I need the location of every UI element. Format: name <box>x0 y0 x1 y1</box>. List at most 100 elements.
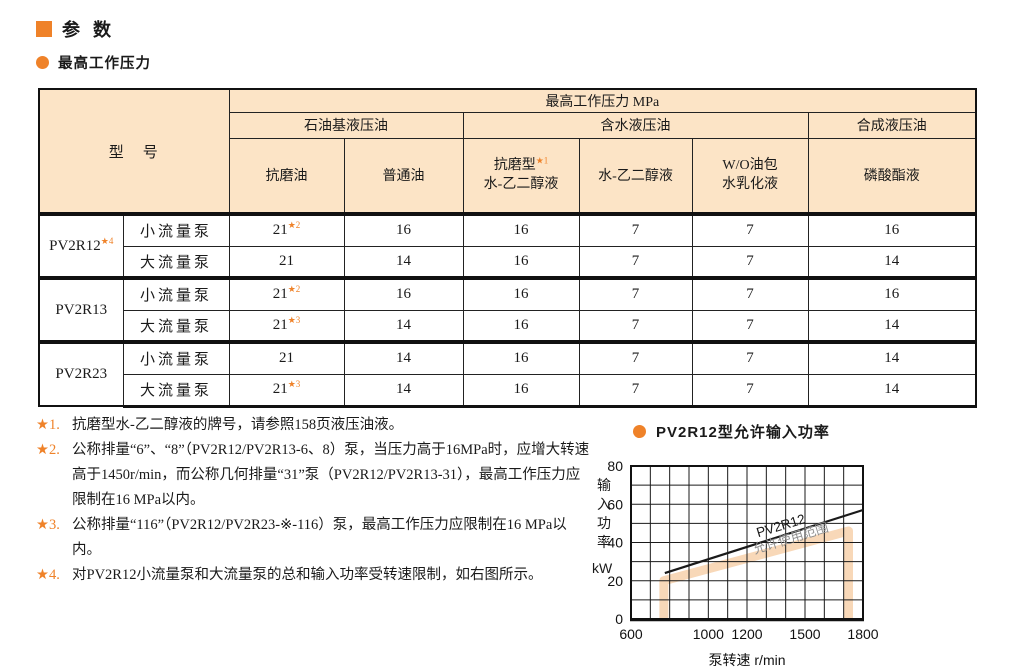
column-header-antiwear-water-glycol: 抗磨型★1 水-乙二醇液 <box>462 137 580 215</box>
model-cell: PV2R13 <box>38 276 124 343</box>
pressure-value-cell: 7 <box>578 245 693 279</box>
pressure-value-cell: 14 <box>807 245 977 279</box>
pressure-value-cell: 7 <box>578 212 693 247</box>
footnote-1-marker: ★1. <box>36 417 60 433</box>
footnote-ref-star: ★2 <box>287 284 301 295</box>
table-row: 大流量泵 21 14 16 7 7 14 <box>39 245 977 279</box>
footnote-1-text: 抗磨型水-乙二醇液的牌号，请参照158页液压油液。 <box>72 417 404 433</box>
pressure-value-cell: 16 <box>462 245 580 279</box>
pressure-value-cell: 7 <box>578 276 693 311</box>
section-subtitle-row: 最高工作压力 <box>36 52 151 73</box>
pump-type-cell: 大流量泵 <box>122 309 230 343</box>
pressure-value-cell: 14 <box>807 340 977 375</box>
svg-text:0: 0 <box>615 611 623 627</box>
column-header-phosphate-ester: 磷酸酯液 <box>807 137 977 215</box>
table-body: PV2R12★4 小流量泵 21★2 16 16 7 7 16 大流量泵 21 14 16 7 7 14 PV… <box>38 212 977 408</box>
orange-circle-icon <box>633 425 646 438</box>
pressure-value-cell: 21★3 <box>228 309 345 343</box>
chart-title-row: PV2R12型允许输入功率 <box>633 421 830 442</box>
table-row: 大流量泵 21★3 14 16 7 7 14 <box>39 309 977 343</box>
pressure-value-cell: 7 <box>691 245 809 279</box>
pressure-value-cell: 7 <box>691 276 809 311</box>
pump-type-cell: 小流量泵 <box>122 340 230 375</box>
footnote-4-text: 对PV2R12小流量泵和大流量泵的总和输入功率受转速限制，如右图所示。 <box>72 567 543 583</box>
page-title-row: 参 数 <box>36 16 115 42</box>
svg-text:40: 40 <box>607 535 623 551</box>
svg-text:1800: 1800 <box>847 626 878 642</box>
group-header-petroleum: 石油基液压油 <box>228 111 464 139</box>
model-column-header: 型 号 <box>38 88 230 215</box>
footnote-1: ★1. 抗磨型水-乙二醇液的牌号，请参照158页液压油液。 <box>36 413 594 438</box>
model-cell: PV2R23 <box>38 340 124 407</box>
footnote-2-marker: ★2. <box>36 442 60 458</box>
footnote-ref-star1: ★1 <box>535 155 549 166</box>
svg-text:1000: 1000 <box>693 626 724 642</box>
footnote-3-text: 公称排量“116”（PV2R12/PV2R23-※-116）泵，最高工作压力应限… <box>72 517 567 558</box>
table-row: PV2R13 小流量泵 21★2 16 16 7 7 16 <box>38 276 977 343</box>
pressure-value-cell: 16 <box>462 340 580 375</box>
table-row: PV2R12★4 小流量泵 21★2 16 16 7 7 16 <box>38 212 977 279</box>
footnotes: ★1. 抗磨型水-乙二醇液的牌号，请参照158页液压油液。 ★2. 公称排量“6… <box>36 413 594 588</box>
footnote-ref-star: ★4 <box>100 235 114 246</box>
svg-text:60: 60 <box>607 496 623 512</box>
pump-type-cell: 小流量泵 <box>122 212 230 247</box>
pressure-value-cell: 21 <box>228 245 345 279</box>
group-header-synthetic: 合成液压油 <box>807 111 977 139</box>
footnote-ref-star: ★3 <box>287 379 301 389</box>
pressure-value-cell: 21★2 <box>228 276 345 311</box>
footnote-2: ★2. 公称排量“6”、“8”（PV2R12/PV2R13-6、8）泵，当压力高… <box>36 438 594 513</box>
svg-text:600: 600 <box>619 626 643 642</box>
column-header-wo-emulsion: W/O油包 水乳化液 <box>691 137 809 215</box>
model-cell: PV2R12★4 <box>38 212 124 279</box>
chart-title: PV2R12型允许输入功率 <box>656 424 830 441</box>
group-header-water-based: 含水液压油 <box>462 111 809 139</box>
y-axis-unit-label: kW <box>592 560 613 576</box>
pressure-value-cell: 14 <box>343 340 464 375</box>
svg-text:1500: 1500 <box>789 626 820 642</box>
footnote-ref-star: ★3 <box>287 314 301 325</box>
pressure-value-cell: 14 <box>343 373 464 408</box>
section-subtitle: 最高工作压力 <box>58 56 151 72</box>
svg-text:1200: 1200 <box>731 626 762 642</box>
pressure-value-cell: 16 <box>343 276 464 311</box>
footnote-2-text: 公称排量“6”、“8”（PV2R12/PV2R13-6、8）泵，当压力高于16M… <box>72 442 590 508</box>
pressure-value-cell: 7 <box>578 309 693 343</box>
footnote-4: ★4. 对PV2R12小流量泵和大流量泵的总和输入功率受转速限制，如右图所示。 <box>36 563 594 588</box>
pressure-value-cell: 16 <box>807 212 977 247</box>
pressure-value-cell: 14 <box>343 309 464 343</box>
pressure-value-cell: 16 <box>807 276 977 311</box>
table-row: PV2R23 小流量泵 21 14 16 7 7 14 <box>38 340 977 407</box>
pressure-value-cell: 21 <box>228 340 345 375</box>
pressure-value-cell: 7 <box>691 373 809 408</box>
orange-square-icon <box>36 21 52 37</box>
column-header-water-glycol: 水-乙二醇液 <box>578 137 693 215</box>
pump-type-cell: 大流量泵 <box>122 373 230 408</box>
table-header: 型 号 最高工作压力 MPa 石油基液压油 含水液压油 合成液压油 抗磨油 普通… <box>38 88 977 215</box>
footnote-3-marker: ★3. <box>36 517 60 533</box>
orange-circle-icon <box>36 56 49 69</box>
pressure-value-cell: 14 <box>807 309 977 343</box>
pump-type-cell: 小流量泵 <box>122 276 230 311</box>
pump-type-cell: 大流量泵 <box>122 245 230 279</box>
page-title: 参 数 <box>62 20 116 40</box>
pressure-value-cell: 21★2 <box>228 212 345 247</box>
column-header-antiwear-oil: 抗磨油 <box>228 137 345 215</box>
footnote-ref-star: ★2 <box>287 220 301 231</box>
svg-text:80: 80 <box>607 458 623 474</box>
pressure-value-cell: 16 <box>462 212 580 247</box>
pressure-value-cell: 14 <box>807 373 977 408</box>
footnote-3: ★3. 公称排量“116”（PV2R12/PV2R23-※-116）泵，最高工作… <box>36 513 594 563</box>
pressure-value-cell: 7 <box>691 309 809 343</box>
pressure-value-cell: 16 <box>462 309 580 343</box>
pressure-value-cell: 16 <box>462 276 580 311</box>
footnote-4-marker: ★4. <box>36 567 60 583</box>
pressure-table: 型 号 最高工作压力 MPa 石油基液压油 含水液压油 合成液压油 抗磨油 普通… <box>38 88 978 408</box>
pressure-value-cell: 14 <box>343 245 464 279</box>
pressure-value-cell: 16 <box>343 212 464 247</box>
table-row: 大流量泵 21★3 14 16 7 7 14 <box>39 373 977 408</box>
pressure-value-cell: 21★3 <box>228 373 345 408</box>
column-header-ordinary-oil: 普通油 <box>343 137 464 215</box>
y-axis-label: 输入功率 <box>597 477 611 550</box>
